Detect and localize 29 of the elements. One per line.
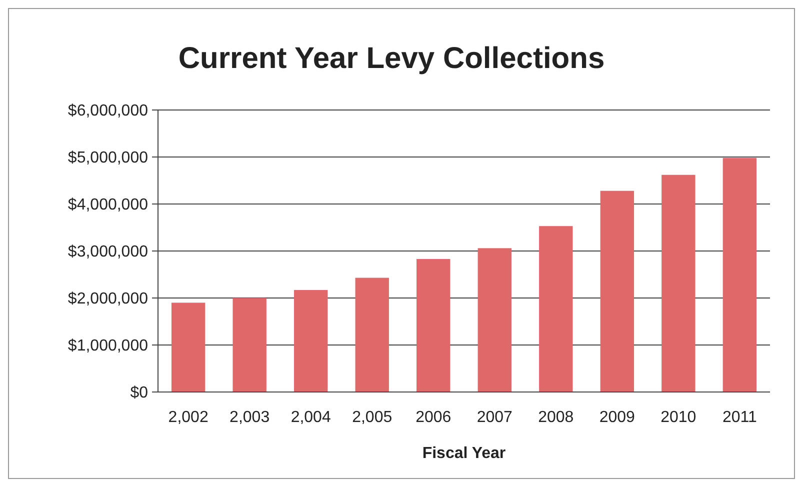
y-tick-label: $4,000,000 [68,196,148,214]
x-tick-label: 2,004 [290,409,331,426]
bar [722,158,757,392]
x-tick-label: 2006 [416,409,452,426]
bar [600,190,634,392]
y-tick-label: $1,000,000 [68,338,148,355]
bar [355,278,389,392]
bar [539,226,573,392]
bar [478,248,512,392]
y-tick-label: $3,000,000 [68,244,148,261]
y-tick-label: $0 [130,384,148,402]
bar [294,290,328,392]
x-tick-label: 2,002 [168,409,208,426]
x-tick-label: 2,005 [352,409,392,426]
x-axis-title: Fiscal Year [422,445,506,462]
bar [662,174,696,392]
x-tick-label: 2010 [660,409,696,426]
bar [171,302,206,392]
x-tick-label: 2009 [599,409,636,426]
x-tick-label: 2007 [476,409,513,426]
y-tick-label: $2,000,000 [68,290,148,308]
x-tick-label: 2008 [538,409,574,426]
y-tick-label: $5,000,000 [68,150,148,167]
y-tick-label: $6,000,000 [68,102,148,120]
chart-title: Current Year Levy Collections [178,42,605,75]
x-tick-label: 2011 [722,409,757,426]
bar [232,298,266,392]
x-tick-label: 2,003 [230,409,270,426]
bar [416,258,450,392]
